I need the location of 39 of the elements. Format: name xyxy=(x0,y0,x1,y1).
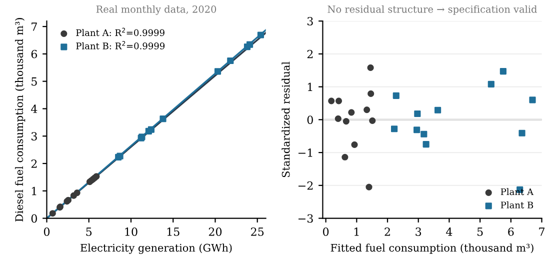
x-tick-label: 7 xyxy=(539,228,544,236)
y-tick-label: 0 xyxy=(307,116,313,124)
x-tick-label: 0 xyxy=(44,228,50,236)
x-axis-title: Electricity generation (GWh) xyxy=(80,244,232,254)
legend-label: Plant B: R$^{2}$=0.9999 xyxy=(76,41,165,50)
x-tick-label: 25 xyxy=(251,228,264,236)
y-tick-label: −1 xyxy=(298,148,312,157)
x-tick-label: 4 xyxy=(446,228,452,236)
x-tick-label: 1 xyxy=(354,228,359,236)
x-tick-label: 20 xyxy=(208,228,222,236)
chart-title: Real monthly data, 2020 xyxy=(96,5,216,15)
x-tick-label: 2 xyxy=(384,228,390,236)
y-axis-title: Standardized residual xyxy=(282,62,290,178)
y-tick-label: 3 xyxy=(32,132,37,140)
x-tick-label: 0 xyxy=(323,228,329,236)
y-tick-label: 3 xyxy=(307,17,313,26)
legend-label: Plant A xyxy=(500,188,534,196)
legend-label: Plant A: R$^{2}$=0.9999 xyxy=(76,28,164,36)
x-tick-label: 5 xyxy=(86,228,92,236)
y-tick-label: 1 xyxy=(32,186,36,196)
x-tick-label: 6 xyxy=(508,228,514,236)
y-tick-label: 2 xyxy=(307,50,313,58)
x-tick-label: 5 xyxy=(477,228,483,236)
y-tick-label: 6 xyxy=(31,50,38,58)
legend-label: Plant B xyxy=(500,201,534,208)
y-tick-label: 0 xyxy=(31,214,37,223)
y-axis-title: Diesel fuel consumption (thousand m³) xyxy=(15,18,26,222)
x-tick-label: 15 xyxy=(167,228,180,236)
x-tick-label: 10 xyxy=(125,228,138,236)
y-tick-label: 4 xyxy=(30,104,38,113)
y-tick-label: −2 xyxy=(298,181,313,190)
x-axis-title: Fitted fuel consumption (thousand m³) xyxy=(330,244,534,254)
x-tick-label: 3 xyxy=(416,228,422,236)
y-tick-label: 7 xyxy=(32,22,37,31)
y-tick-label: 2 xyxy=(31,159,37,168)
y-tick-label: 5 xyxy=(32,77,37,86)
chart-title: No residual structure → specification valid xyxy=(328,5,537,15)
y-tick-label: 1 xyxy=(308,82,312,92)
y-tick-label: −3 xyxy=(298,214,313,223)
